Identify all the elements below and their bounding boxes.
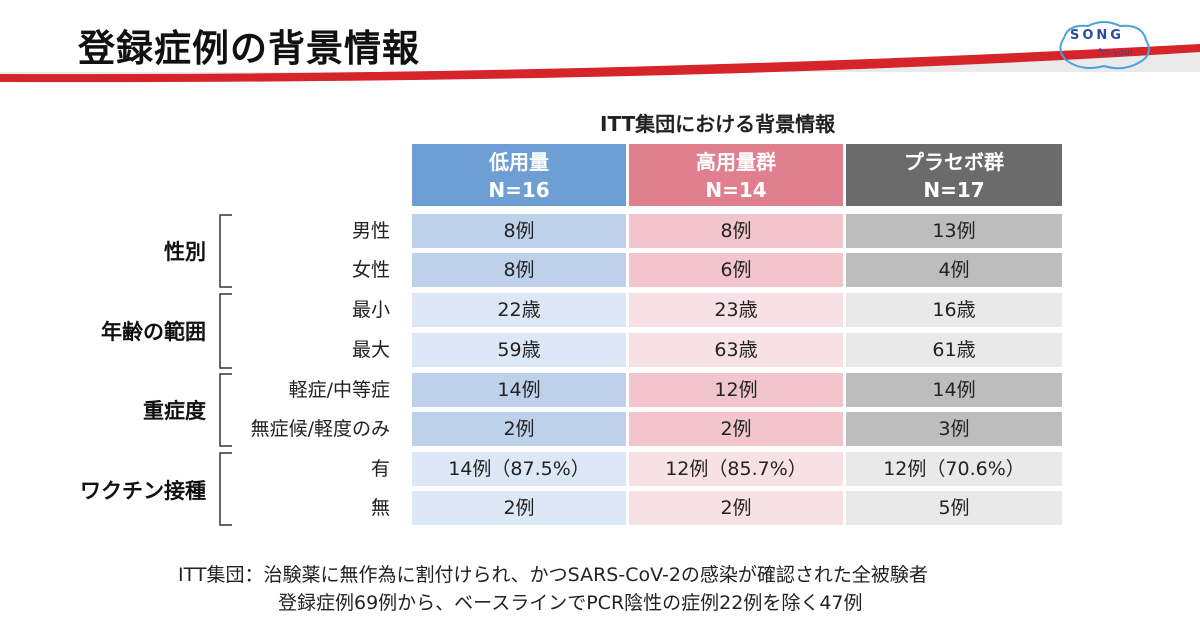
column-name: 低用量 <box>489 150 549 174</box>
table-cell: 6例 <box>629 253 843 287</box>
group-bracket <box>219 293 232 369</box>
group-label-severity: 重症度 <box>143 399 206 423</box>
table-cell: 2例 <box>412 412 626 446</box>
column-name: 高用量群 <box>696 150 776 174</box>
table-cell: 13例 <box>846 214 1062 248</box>
table-cell: 2例 <box>629 412 843 446</box>
row-label: 女性 <box>351 259 390 281</box>
header-swoosh <box>0 44 1200 83</box>
row-label: 無症候/軽度のみ <box>250 418 390 440</box>
table-cell: 3例 <box>846 412 1062 446</box>
table-cell: 22歳 <box>412 293 626 327</box>
table-cell: 23歳 <box>629 293 843 327</box>
row-label: 無 <box>370 497 390 519</box>
footnote-exclusion: 登録症例69例から、ベースラインでPCR陰性の症例22例を除く47例 <box>278 592 863 614</box>
row-label: 最大 <box>351 339 390 361</box>
table-cell: 14例 <box>846 373 1062 407</box>
group-label-age: 年齢の範囲 <box>101 320 206 344</box>
table-cell: 63歳 <box>629 333 843 367</box>
song-logo <box>1059 21 1150 70</box>
group-bracket <box>219 373 232 447</box>
table-cell: 5例 <box>846 491 1062 525</box>
group-bracket <box>219 214 232 288</box>
logo-tagline: for you! <box>1098 48 1134 58</box>
footnote-definition: ITT集団：治験薬に無作為に割付けられ、かつSARS-CoV-2の感染が確認され… <box>178 564 928 586</box>
table-cell: 2例 <box>412 491 626 525</box>
table-cell: 14例（87.5%） <box>412 452 626 486</box>
table-cell: 2例 <box>629 491 843 525</box>
column-header-high: 高用量群 N=14 <box>629 144 843 206</box>
column-header-low: 低用量 N=16 <box>412 144 626 206</box>
table-cell: 8例 <box>412 253 626 287</box>
table-cell: 14例 <box>412 373 626 407</box>
table-cell: 8例 <box>412 214 626 248</box>
row-label: 男性 <box>351 220 390 242</box>
column-n: N=17 <box>923 178 985 202</box>
table-cell: 59歳 <box>412 333 626 367</box>
group-label-sex: 性別 <box>164 240 206 264</box>
column-name: プラセボ群 <box>904 150 1004 174</box>
row-label: 最小 <box>351 299 390 321</box>
table-cell: 61歳 <box>846 333 1062 367</box>
group-label-vaccine: ワクチン接種 <box>80 479 206 503</box>
group-bracket <box>219 452 232 526</box>
column-n: N=14 <box>705 178 767 202</box>
row-label: 軽症/中等症 <box>288 379 390 401</box>
table-cell: 12例（70.6%） <box>846 452 1062 486</box>
row-label: 有 <box>370 458 390 480</box>
table-subtitle: ITT集団における背景情報 <box>600 112 836 136</box>
table-cell: 16歳 <box>846 293 1062 327</box>
table-cell: 12例 <box>629 373 843 407</box>
table-cell: 12例（85.7%） <box>629 452 843 486</box>
column-n: N=16 <box>488 178 550 202</box>
column-header-placebo: プラセボ群 N=17 <box>846 144 1062 206</box>
table-cell: 8例 <box>629 214 843 248</box>
table-cell: 4例 <box>846 253 1062 287</box>
logo-text: SONG <box>1070 28 1124 43</box>
page-title: 登録症例の背景情報 <box>78 27 420 70</box>
